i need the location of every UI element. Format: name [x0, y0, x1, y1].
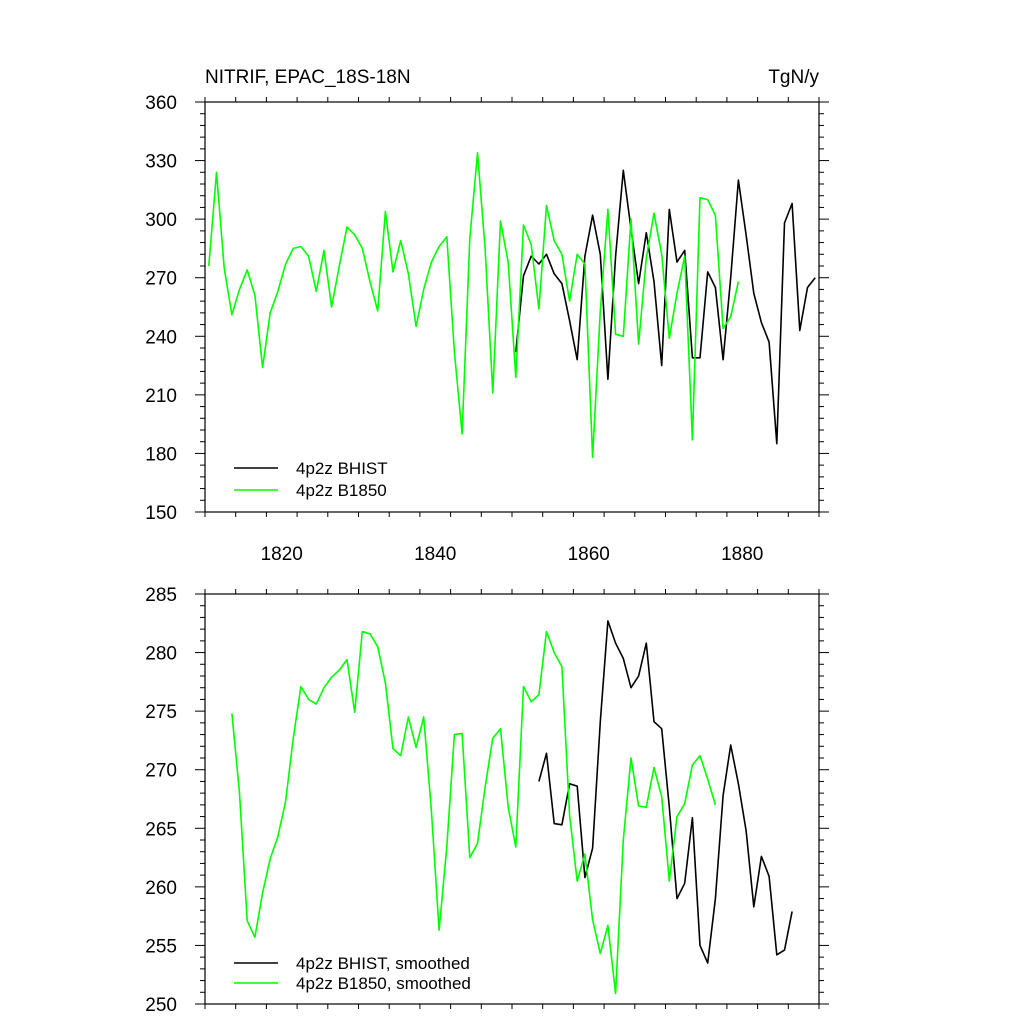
- legend-label-bhist: 4p2z BHIST, smoothed: [296, 954, 470, 973]
- y-tick-label: 210: [145, 386, 177, 407]
- y-tick-label: 150: [145, 503, 177, 524]
- y-tick-label: 275: [145, 702, 177, 723]
- chart-panel-1: 150 180 210 240 270 300 330 360 1820 1840 1860 1880…: [145, 67, 829, 565]
- x-tick-label: 1860: [568, 544, 610, 565]
- y-tick-label: 270: [145, 269, 177, 290]
- x-tick-label: 1880: [721, 544, 763, 565]
- units-label: TgN/y: [768, 67, 819, 88]
- y-tick-label: 255: [145, 936, 177, 957]
- y-tick-label: 180: [145, 444, 177, 465]
- y-tick-label: 360: [145, 93, 177, 114]
- y-tick-label: 240: [145, 327, 177, 348]
- legend-label-b1850: 4p2z B1850: [296, 481, 387, 500]
- y-tick-label: 285: [145, 585, 177, 606]
- x-tick-label: 1820: [261, 544, 303, 565]
- y-tick-label: 260: [145, 878, 177, 899]
- chart-title: NITRIF, EPAC_18S-18N: [205, 67, 411, 88]
- series-line-bhist: [538, 620, 793, 964]
- series-line-b1850: [231, 630, 717, 995]
- y-tick-label: 270: [145, 761, 177, 782]
- y-tick-label: 250: [145, 995, 177, 1016]
- legend-label-b1850: 4p2z B1850, smoothed: [296, 974, 471, 993]
- series-line-b1850: [208, 152, 740, 459]
- x-tick-label: 1840: [414, 544, 456, 565]
- y-tick-label: 300: [145, 210, 177, 231]
- legend-label-bhist: 4p2z BHIST: [296, 459, 388, 478]
- chart-panel-2: 250 255 260 265 270 275 280 285 4p2z BHIST, smoo…: [145, 585, 829, 1016]
- y-tick-label: 330: [145, 152, 177, 173]
- y-tick-label: 280: [145, 644, 177, 665]
- y-tick-label: 265: [145, 819, 177, 840]
